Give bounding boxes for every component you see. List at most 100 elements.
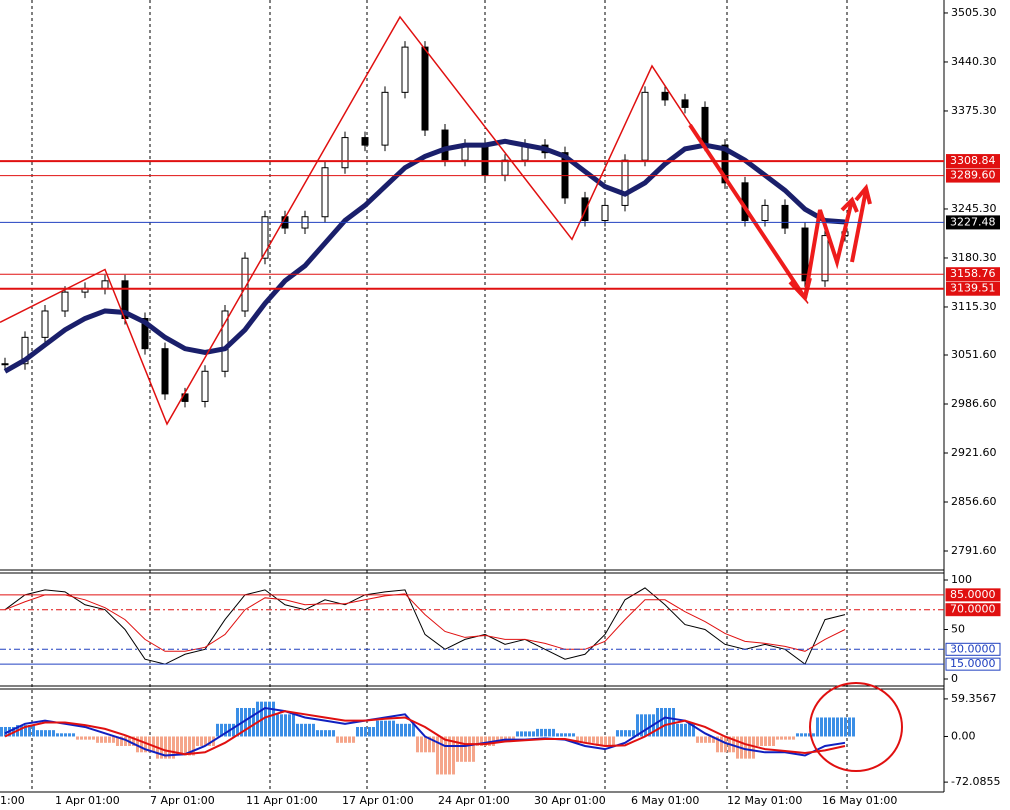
- histogram-bar: [780, 736, 783, 740]
- y-tick-label: 3051.60: [951, 348, 997, 361]
- histogram-bar: [456, 736, 459, 762]
- level-label-box: [945, 588, 1001, 602]
- histogram-bar: [392, 720, 395, 737]
- histogram-bar: [264, 701, 267, 737]
- histogram-bar: [96, 736, 99, 743]
- x-tick-label: 16 May 01:00: [822, 794, 897, 807]
- candle: [401, 46, 409, 93]
- price-level-label: 3158.76: [950, 267, 996, 280]
- histogram-bar: [368, 726, 371, 737]
- histogram-bar: [580, 736, 583, 743]
- histogram-bar: [280, 714, 283, 737]
- price-level-label: 3227.48: [950, 215, 996, 228]
- histogram-bar: [532, 731, 535, 737]
- histogram-bar: [588, 736, 591, 743]
- histogram-bar: [636, 714, 639, 737]
- histogram-bar: [204, 736, 207, 746]
- histogram-bar: [120, 736, 123, 746]
- histogram-bar: [624, 730, 627, 737]
- histogram-bar: [360, 726, 363, 737]
- histogram-bar: [296, 723, 299, 737]
- price-label-box: [946, 154, 1000, 169]
- histogram-bar: [56, 733, 59, 737]
- histogram-bar: [68, 733, 71, 737]
- candle: [381, 91, 389, 146]
- histogram-bar: [616, 730, 619, 737]
- histogram-bar: [676, 723, 679, 737]
- histogram-bar: [412, 723, 415, 737]
- histogram-bar: [144, 736, 147, 753]
- histogram-bar: [336, 736, 339, 743]
- histogram-bar: [448, 736, 451, 775]
- histogram-bar: [460, 736, 463, 762]
- histogram-bar: [852, 717, 855, 737]
- histogram-bar: [192, 736, 195, 756]
- candle: [661, 91, 669, 101]
- histogram-bar: [772, 736, 775, 746]
- histogram-bar: [824, 717, 827, 737]
- y-tick-label: 3180.30: [951, 251, 997, 264]
- histogram-bar: [576, 736, 579, 743]
- histogram-bar: [436, 736, 439, 775]
- y-tick-label: 3375.30: [951, 104, 997, 117]
- histogram-bar: [496, 736, 499, 742]
- histogram-bar: [440, 736, 443, 775]
- histogram-bar: [40, 730, 43, 737]
- candle: [681, 99, 689, 108]
- price-level-label: 3139.51: [950, 282, 996, 295]
- histogram-bar: [764, 736, 767, 746]
- histogram-bar: [648, 714, 651, 737]
- histogram-bar: [776, 736, 779, 740]
- candle: [581, 197, 589, 222]
- histogram-bar: [292, 714, 295, 737]
- histogram-bar: [272, 701, 275, 737]
- histogram-bar: [424, 736, 427, 753]
- histogram-bar: [700, 736, 703, 743]
- histogram-bar: [592, 736, 595, 743]
- histogram-bar: [556, 733, 559, 737]
- histogram-bar: [452, 736, 455, 775]
- histogram-bar: [524, 731, 527, 737]
- candle: [1, 363, 9, 366]
- price-label-box: [946, 267, 1000, 282]
- histogram-bar: [364, 726, 367, 737]
- histogram-bar: [176, 736, 179, 756]
- histogram-bar: [48, 730, 51, 737]
- histogram-bar: [344, 736, 347, 743]
- histogram-bar: [76, 736, 79, 740]
- histogram-bar: [416, 736, 419, 753]
- histogram-bar: [684, 723, 687, 737]
- histogram-bar: [92, 736, 95, 740]
- histogram-bar: [816, 717, 819, 737]
- histogram-bar: [384, 720, 387, 737]
- annotation-arrows: [688, 123, 872, 303]
- histogram-bar: [644, 714, 647, 737]
- histogram-bar: [756, 736, 759, 746]
- candle: [761, 204, 769, 222]
- histogram-bar: [612, 736, 615, 746]
- histogram-bar: [432, 736, 435, 753]
- histogram-bar: [188, 736, 191, 756]
- histogram-bar: [180, 736, 183, 756]
- series-line: [4, 593, 846, 652]
- level-label: 85.0000: [950, 588, 996, 601]
- histogram-bar: [44, 730, 47, 737]
- histogram-bar: [820, 717, 823, 737]
- histogram-bar: [236, 707, 239, 737]
- histogram-bar: [52, 730, 55, 737]
- candle: [361, 137, 369, 146]
- x-tick-label: 7 Apr 01:00: [150, 794, 215, 807]
- histogram-bar: [208, 736, 211, 746]
- histogram-bar: [420, 736, 423, 753]
- histogram-bar: [560, 733, 563, 737]
- histogram-bar: [712, 736, 715, 743]
- histogram-bar: [28, 725, 31, 737]
- histogram-bar: [136, 736, 139, 753]
- level-label: 15.0000: [950, 657, 996, 670]
- histogram-bar: [36, 730, 39, 737]
- histogram-bar: [80, 736, 83, 740]
- histogram-bar: [472, 736, 475, 762]
- histogram-bar: [476, 736, 479, 746]
- y-tick-label: 2856.60: [951, 495, 997, 508]
